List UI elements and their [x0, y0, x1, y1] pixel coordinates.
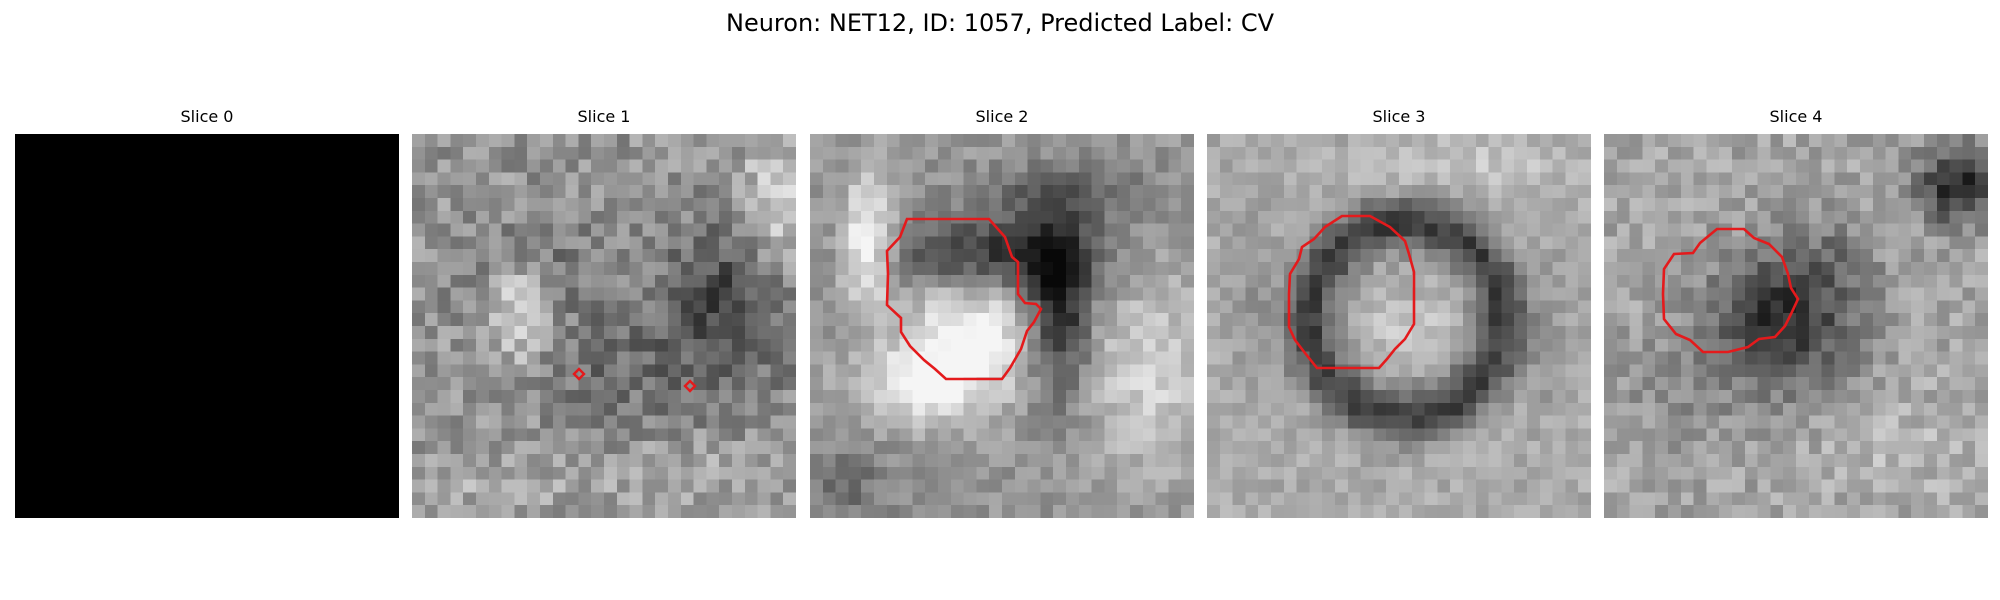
figure-title: Neuron: NET12, ID: 1057, Predicted Label… [726, 9, 1274, 37]
segmentation-contour [683, 379, 697, 393]
slice-image-grayscale [1207, 134, 1591, 518]
slice-image-grayscale [412, 134, 796, 518]
slice-panel-2: Slice 2 [810, 107, 1194, 518]
slice-title: Slice 3 [1372, 107, 1426, 126]
slice-panel-0: Slice 0 [15, 107, 399, 518]
slice-panel-4: Slice 4 [1604, 107, 1988, 518]
slice-title: Slice 1 [577, 107, 631, 126]
slice-title: Slice 2 [975, 107, 1029, 126]
slice-image-black [15, 134, 399, 518]
slice-title: Slice 4 [1769, 107, 1823, 126]
slice-title: Slice 0 [180, 107, 234, 126]
segmentation-contour [1287, 214, 1416, 370]
slice-image-grayscale [1604, 134, 1988, 518]
slice-panel-3: Slice 3 [1207, 107, 1591, 518]
segmentation-contour [1661, 227, 1800, 354]
segmentation-contour [572, 367, 586, 381]
slice-panel-1: Slice 1 [412, 107, 796, 518]
segmentation-contour [885, 217, 1043, 381]
slice-image-grayscale [810, 134, 1194, 518]
